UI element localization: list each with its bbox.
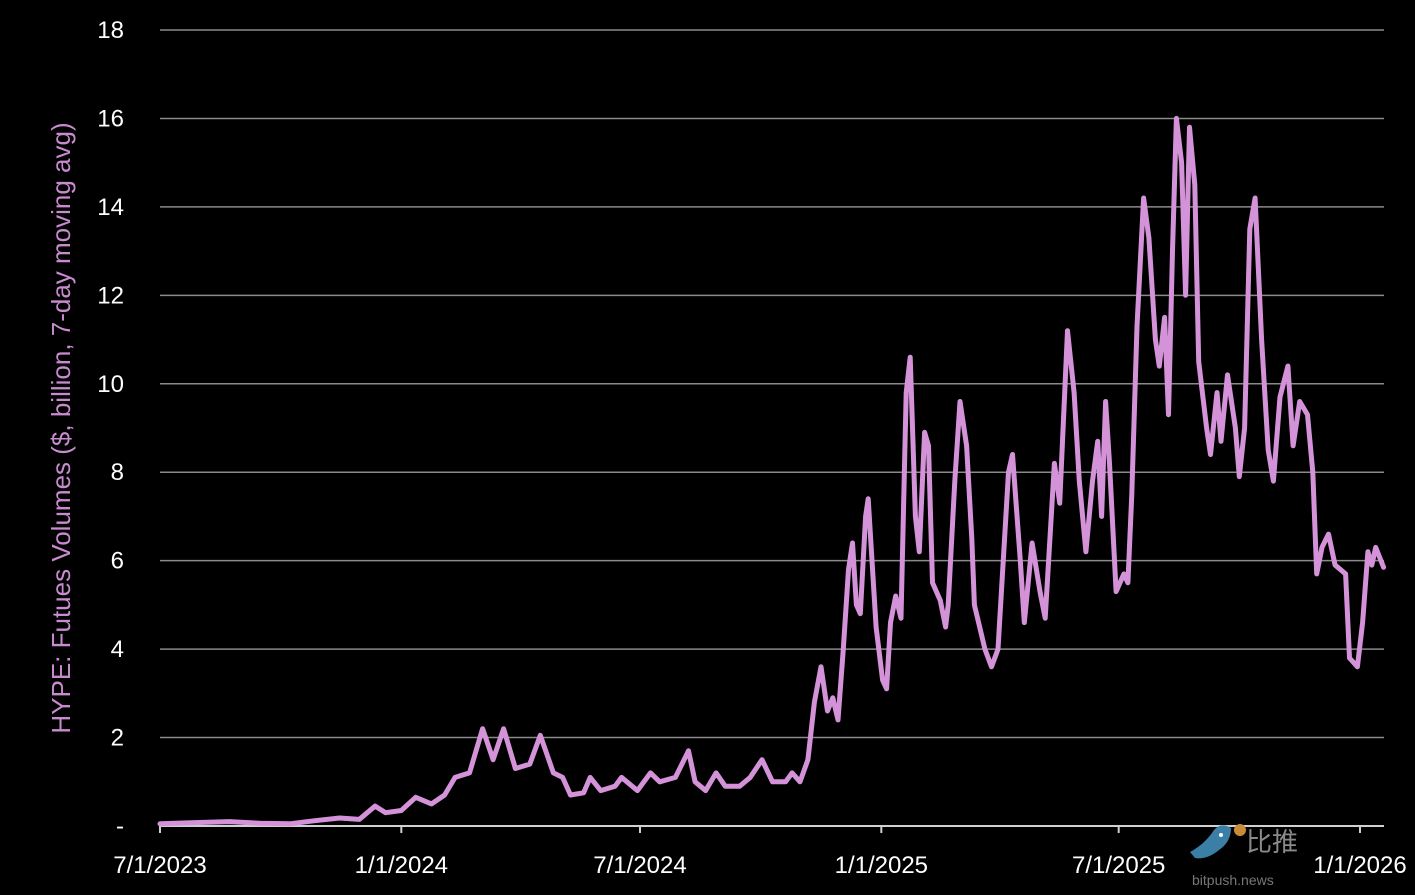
x-tick-label: 7/1/2024 xyxy=(593,852,686,879)
series-line xyxy=(157,115,1387,827)
y-tick-label: 10 xyxy=(97,371,124,398)
logo-text: 比推 xyxy=(1246,827,1298,857)
y-tick-label: 18 xyxy=(97,17,124,44)
x-tick-label: 1/1/2026 xyxy=(1313,852,1406,879)
x-tick-label: 7/1/2025 xyxy=(1072,852,1165,879)
y-tick-label: 8 xyxy=(111,459,124,486)
x-tick-label: 1/1/2025 xyxy=(835,852,928,879)
logo-subtext: bitpush.news xyxy=(1192,872,1274,888)
y-tick-label: 12 xyxy=(97,282,124,309)
y-tick-label: 6 xyxy=(111,548,124,575)
bird-icon xyxy=(1190,824,1246,859)
x-tick-label: 1/1/2024 xyxy=(355,852,448,879)
y-tick-label: 4 xyxy=(111,636,124,663)
y-tick-label: - xyxy=(116,813,124,840)
x-tick-labels: 7/1/2023 1/1/2024 7/1/2024 1/1/2025 7/1/2025… xyxy=(113,826,1407,879)
y-tick-labels: - 2 4 6 8 10 12 14 16 18 xyxy=(97,17,124,840)
gridlines xyxy=(160,29,1384,739)
y-tick-label: 2 xyxy=(111,725,124,752)
x-tick-label: 7/1/2023 xyxy=(113,852,206,879)
watermark-logo: 比推 bitpush.news xyxy=(1190,824,1298,888)
y-tick-label: 16 xyxy=(97,105,124,132)
y-axis-label: HYPE: Futues Volumes ($, billion, 7-day … xyxy=(46,122,76,733)
y-tick-label: 14 xyxy=(97,194,124,221)
